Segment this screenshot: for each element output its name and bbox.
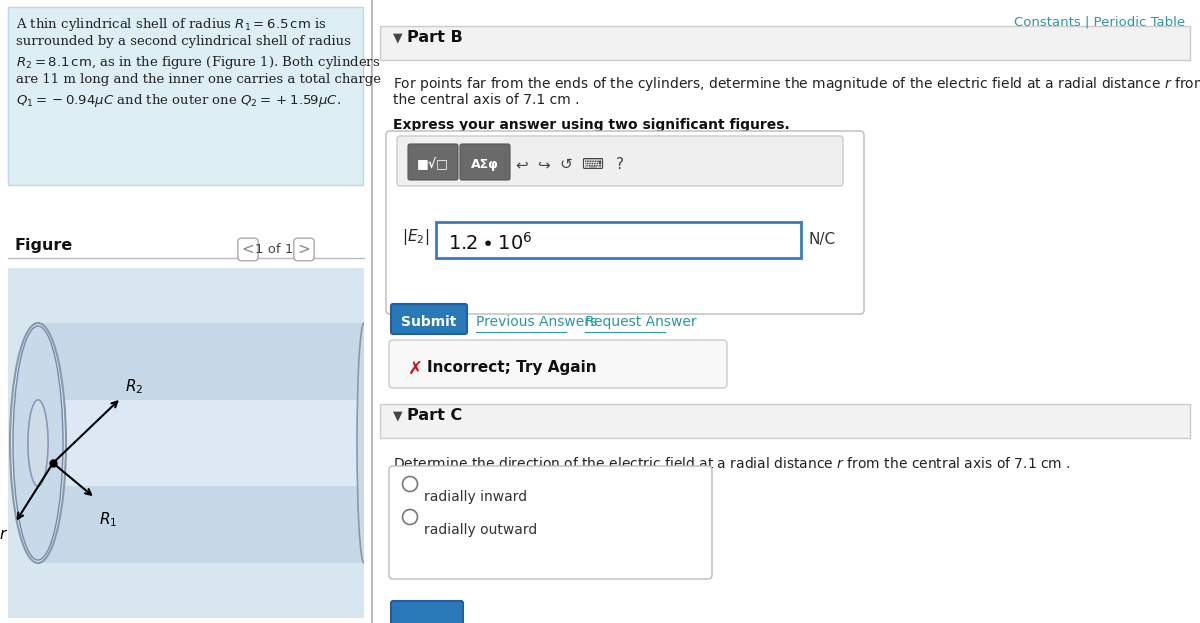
FancyBboxPatch shape <box>380 26 1190 60</box>
Text: Constants | Periodic Table: Constants | Periodic Table <box>1014 16 1186 29</box>
Text: ✗: ✗ <box>408 360 424 378</box>
Text: Part C: Part C <box>407 408 462 423</box>
Circle shape <box>402 477 418 492</box>
Text: ⌨: ⌨ <box>581 157 604 172</box>
Text: radially inward: radially inward <box>424 490 527 504</box>
Text: Request Answer: Request Answer <box>586 315 697 329</box>
Text: For points far from the ends of the cylinders, determine the magnitude of the el: For points far from the ends of the cyli… <box>394 75 1200 93</box>
Text: are 11 m long and the inner one carries a total charge: are 11 m long and the inner one carries … <box>16 73 382 86</box>
Text: ?: ? <box>616 157 624 172</box>
Text: ■√□: ■√□ <box>418 158 449 171</box>
Ellipse shape <box>13 326 64 560</box>
Text: Determine the direction of the electric field at a radial distance $r$ from the : Determine the direction of the electric … <box>394 456 1070 471</box>
Text: <: < <box>241 242 254 257</box>
Text: A thin cylindrical shell of radius $R_1 = 6.5\,\mathrm{cm}$ is: A thin cylindrical shell of radius $R_1 … <box>16 16 326 33</box>
Text: Submit: Submit <box>401 315 457 329</box>
Text: surrounded by a second cylindrical shell of radius: surrounded by a second cylindrical shell… <box>16 35 350 48</box>
Text: Part B: Part B <box>407 30 463 45</box>
Text: ▼: ▼ <box>394 409 403 422</box>
Text: $r$: $r$ <box>0 527 8 542</box>
Polygon shape <box>8 268 364 618</box>
Text: $1.2 \bullet 10^6$: $1.2 \bullet 10^6$ <box>448 232 533 254</box>
Text: Previous Answers: Previous Answers <box>476 315 598 329</box>
Text: Incorrect; Try Again: Incorrect; Try Again <box>427 360 596 375</box>
Text: 1 of 1: 1 of 1 <box>254 243 293 256</box>
FancyBboxPatch shape <box>389 340 727 388</box>
Text: ▼: ▼ <box>394 31 403 44</box>
FancyBboxPatch shape <box>460 144 510 180</box>
Polygon shape <box>38 400 364 486</box>
Text: AΣφ: AΣφ <box>472 158 499 171</box>
FancyBboxPatch shape <box>391 304 467 334</box>
FancyBboxPatch shape <box>408 144 458 180</box>
FancyBboxPatch shape <box>8 7 364 185</box>
FancyBboxPatch shape <box>391 601 463 623</box>
Text: ↩: ↩ <box>516 157 528 172</box>
Ellipse shape <box>10 323 66 563</box>
FancyBboxPatch shape <box>389 466 712 579</box>
FancyBboxPatch shape <box>397 136 842 186</box>
Text: ↪: ↪ <box>538 157 551 172</box>
Text: N/C: N/C <box>808 232 835 247</box>
FancyBboxPatch shape <box>386 131 864 314</box>
FancyBboxPatch shape <box>380 404 1190 438</box>
Text: $|E_2|$ =: $|E_2|$ = <box>402 227 448 247</box>
FancyBboxPatch shape <box>436 222 802 258</box>
Ellipse shape <box>28 400 48 486</box>
Text: the central axis of 7.1 cm .: the central axis of 7.1 cm . <box>394 93 580 107</box>
Text: $R_2$: $R_2$ <box>125 378 143 396</box>
Circle shape <box>402 510 418 525</box>
Text: Figure: Figure <box>14 238 72 253</box>
Ellipse shape <box>358 323 371 563</box>
Text: >: > <box>298 242 311 257</box>
Polygon shape <box>38 323 364 563</box>
Text: radially outward: radially outward <box>424 523 538 537</box>
Text: ↺: ↺ <box>559 157 572 172</box>
Text: $Q_1 = -0.94\mu C$ and the outer one $Q_2 = +1.59\mu C$.: $Q_1 = -0.94\mu C$ and the outer one $Q_… <box>16 92 341 109</box>
Text: $R_1$: $R_1$ <box>98 510 118 529</box>
Text: Express your answer using two significant figures.: Express your answer using two significan… <box>394 118 790 132</box>
Text: $R_2 = 8.1\,\mathrm{cm}$, as in the figure (Figure 1). Both cylinders: $R_2 = 8.1\,\mathrm{cm}$, as in the figu… <box>16 54 380 71</box>
